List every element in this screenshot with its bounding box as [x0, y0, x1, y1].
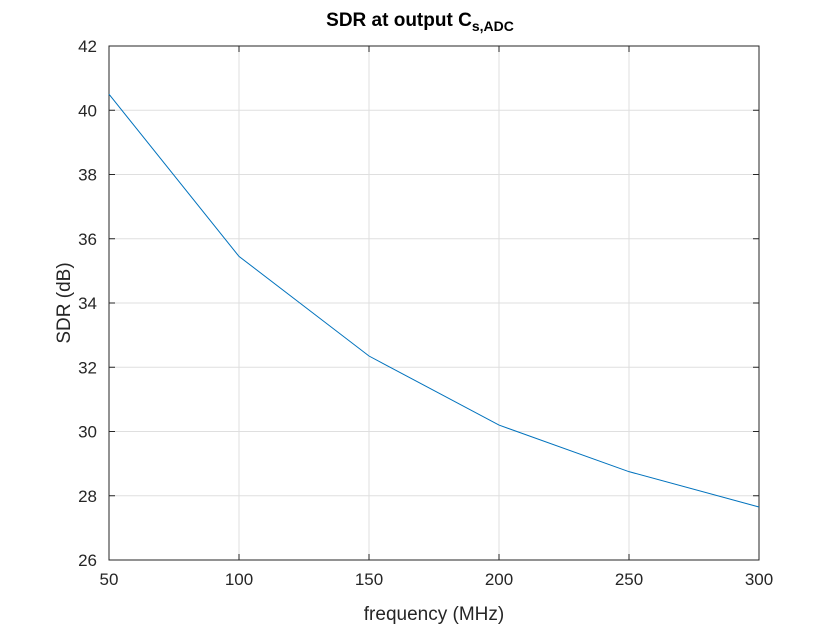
series-line	[108, 93, 760, 508]
tick-marks	[108, 45, 760, 561]
y-tick-label: 28	[78, 487, 97, 506]
y-tick-label: 30	[78, 423, 97, 442]
y-tick-label: 42	[78, 37, 97, 56]
y-tick-label: 36	[78, 230, 97, 249]
y-tick-label: 40	[78, 101, 97, 120]
y-tick-label: 32	[78, 358, 97, 377]
y-tick-label: 26	[78, 551, 97, 570]
y-tick-labels: 26 28 30 32 34 36 38 40 42	[78, 37, 97, 570]
series-layer	[108, 93, 760, 508]
x-tick-label: 50	[100, 570, 119, 589]
x-axis-label: frequency (MHz)	[364, 604, 504, 625]
grid	[109, 46, 759, 560]
x-tick-label: 250	[615, 570, 643, 589]
y-tick-label: 34	[78, 294, 97, 313]
x-tick-labels: 50 100 150 200 250 300	[100, 570, 774, 589]
x-tick-label: 150	[355, 570, 383, 589]
x-tick-label: 100	[225, 570, 253, 589]
y-tick-label: 38	[78, 166, 97, 185]
y-axis-label: SDR (dB)	[54, 262, 75, 343]
chart-title-subscript: s,ADC	[471, 18, 514, 34]
x-tick-label: 300	[745, 570, 773, 589]
chart-title: SDR at output Cs,ADC	[0, 10, 840, 34]
x-tick-label: 200	[485, 570, 513, 589]
chart-title-main: SDR at output C	[326, 10, 472, 31]
